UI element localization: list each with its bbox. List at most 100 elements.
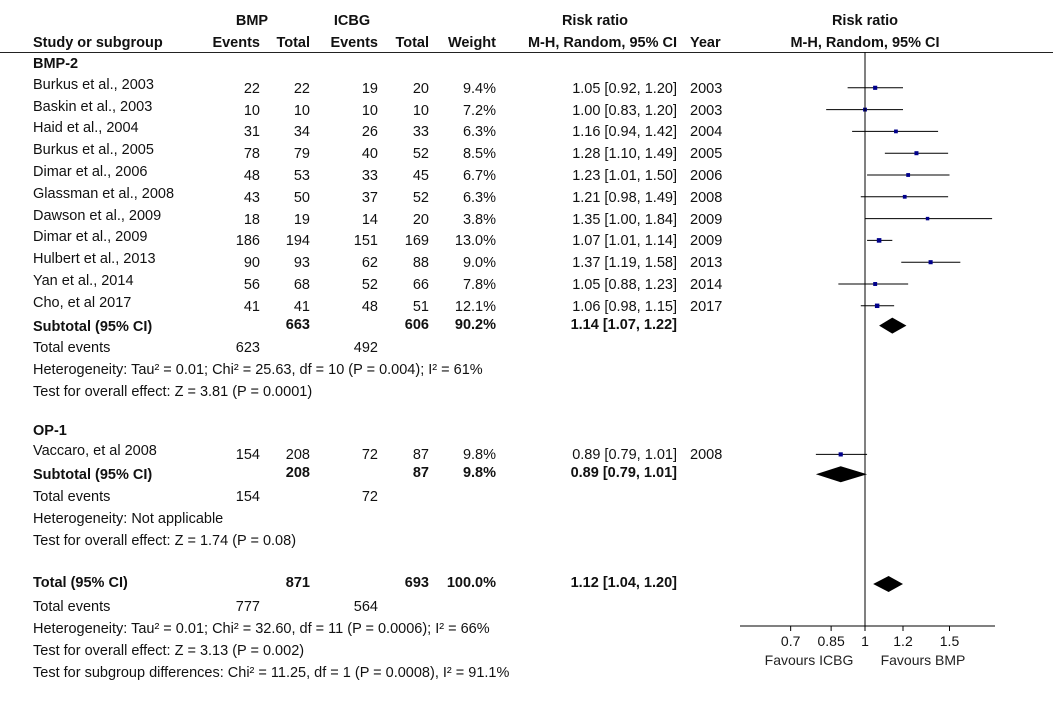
group2-header: ICBG bbox=[333, 13, 371, 29]
total-bmp: 68 bbox=[293, 277, 310, 293]
year: 2009 bbox=[690, 233, 723, 250]
weight-header: Weight bbox=[447, 35, 496, 51]
point-estimate-0-10 bbox=[874, 303, 880, 309]
total-icbg: 52 bbox=[412, 189, 429, 206]
total-icbg: 693 bbox=[404, 575, 429, 591]
weight: 3.8% bbox=[462, 211, 496, 228]
total-bmp: 79 bbox=[293, 146, 310, 163]
total-events-bmp: 623 bbox=[235, 340, 260, 357]
total-bmp: 194 bbox=[285, 233, 310, 250]
point-estimate-0-9 bbox=[873, 282, 878, 286]
events-icbg: 151 bbox=[353, 233, 378, 250]
risk-ratio-ci: 1.07 [1.01, 1.14] bbox=[572, 233, 677, 250]
total-events-label: Total events bbox=[33, 340, 111, 357]
point-estimate-0-2 bbox=[894, 129, 898, 134]
x-tick-label: 1.2 bbox=[893, 633, 913, 649]
year: 2003 bbox=[690, 102, 723, 119]
events2-header: Events bbox=[330, 35, 378, 51]
events-icbg: 40 bbox=[361, 146, 378, 163]
total-weight: 100.0% bbox=[446, 575, 496, 591]
risk-ratio-ci: 1.05 [0.88, 1.23] bbox=[572, 277, 677, 293]
total-bmp: 10 bbox=[293, 102, 310, 119]
subtotal-ci: 0.89 [0.79, 1.01] bbox=[570, 465, 677, 482]
study-name: Cho, et al 2017 bbox=[33, 294, 132, 311]
total-events-bmp: 154 bbox=[235, 489, 260, 505]
total-icbg: 10 bbox=[412, 102, 429, 119]
total-icbg: 20 bbox=[412, 80, 429, 97]
point-estimate-1-0 bbox=[838, 452, 843, 457]
year: 2008 bbox=[690, 189, 723, 206]
rr-title-header: Risk ratio bbox=[561, 13, 629, 29]
year: 2008 bbox=[690, 447, 723, 464]
point-estimate-0-5 bbox=[902, 194, 907, 199]
study-name: Dimar et al., 2006 bbox=[33, 164, 148, 180]
total-bmp: 871 bbox=[285, 575, 310, 591]
events-icbg: 52 bbox=[361, 277, 378, 293]
weight: 9.4% bbox=[462, 80, 496, 97]
overall-effect: Test for overall effect: Z = 3.81 (P = 0… bbox=[33, 384, 313, 400]
total-bmp: 50 bbox=[293, 189, 310, 206]
events-bmp: 154 bbox=[235, 447, 260, 464]
risk-ratio-ci: 1.28 [1.10, 1.49] bbox=[572, 146, 677, 163]
study-name: Hulbert et al., 2013 bbox=[33, 251, 156, 268]
total2-header: Total bbox=[395, 35, 429, 51]
year: 2017 bbox=[690, 298, 723, 315]
events-icbg: 62 bbox=[361, 255, 378, 272]
year: 2005 bbox=[690, 146, 723, 163]
point-estimate-0-3 bbox=[914, 151, 919, 156]
study-name: Haid et al., 2004 bbox=[33, 120, 139, 137]
weight: 9.0% bbox=[462, 255, 496, 272]
events-bmp: 78 bbox=[243, 146, 260, 163]
events-bmp: 31 bbox=[243, 124, 260, 141]
subtotal-diamond-1 bbox=[815, 466, 868, 483]
events-bmp: 43 bbox=[243, 189, 260, 206]
study-name: Burkus et al., 2003 bbox=[33, 76, 154, 93]
point-estimate-0-0 bbox=[873, 85, 878, 90]
subtotal-ci: 1.14 [1.07, 1.22] bbox=[570, 316, 677, 333]
risk-ratio-ci: 1.35 [1.00, 1.84] bbox=[572, 211, 677, 228]
year: 2013 bbox=[690, 255, 723, 272]
study-name: Burkus et al., 2005 bbox=[33, 142, 154, 159]
overall-effect: Test for overall effect: Z = 1.74 (P = 0… bbox=[33, 532, 297, 549]
study-name: Vaccaro, et al 2008 bbox=[33, 443, 157, 460]
year: 2009 bbox=[690, 211, 723, 228]
subtotal-label: Subtotal (95% CI) bbox=[33, 318, 153, 335]
total-label: Total (95% CI) bbox=[33, 575, 128, 591]
total-icbg: 20 bbox=[412, 211, 429, 228]
weight: 7.8% bbox=[462, 277, 496, 293]
point-estimate-0-6 bbox=[925, 216, 930, 221]
rr-method-header: M-H, Random, 95% CI bbox=[527, 35, 677, 51]
study-name: Dawson et al., 2009 bbox=[33, 207, 162, 224]
favours-left-label: Favours ICBG bbox=[765, 652, 854, 668]
events-icbg: 72 bbox=[361, 447, 378, 464]
x-tick-label: 0.7 bbox=[781, 633, 801, 649]
risk-ratio-ci: 1.23 [1.01, 1.50] bbox=[572, 168, 677, 184]
study-name: Baskin et al., 2003 bbox=[33, 98, 153, 115]
x-tick-label: 1 bbox=[861, 633, 869, 649]
events-bmp: 18 bbox=[243, 211, 260, 228]
plot-method-header: M-H, Random, 95% CI bbox=[790, 35, 940, 51]
events1-header: Events bbox=[212, 35, 260, 51]
total-icbg: 52 bbox=[412, 146, 429, 163]
events-bmp: 48 bbox=[243, 168, 260, 184]
study-name: Dimar et al., 2009 bbox=[33, 229, 148, 246]
events-bmp: 10 bbox=[243, 102, 260, 119]
risk-ratio-ci: 1.00 [0.83, 1.20] bbox=[572, 102, 677, 119]
subgroup-title: OP-1 bbox=[33, 422, 67, 439]
grand-overall-effect: Test for overall effect: Z = 3.13 (P = 0… bbox=[33, 643, 305, 659]
study-name: Yan et al., 2014 bbox=[33, 273, 134, 289]
plot-title-header: Risk ratio bbox=[831, 13, 899, 29]
x-tick-label: 1.5 bbox=[940, 633, 960, 649]
total-icbg: 87 bbox=[412, 447, 429, 464]
total-diamond bbox=[873, 576, 903, 592]
subgroup-title: BMP-2 bbox=[33, 56, 79, 72]
total-bmp: 208 bbox=[285, 447, 310, 464]
events-bmp: 56 bbox=[243, 277, 260, 293]
risk-ratio-ci: 1.21 [0.98, 1.49] bbox=[572, 189, 677, 206]
weight: 6.7% bbox=[462, 168, 496, 184]
subtotal-total-icbg: 87 bbox=[412, 465, 429, 482]
weight: 12.1% bbox=[454, 298, 496, 315]
total-icbg: 88 bbox=[412, 255, 429, 272]
subtotal-weight: 90.2% bbox=[454, 316, 496, 333]
